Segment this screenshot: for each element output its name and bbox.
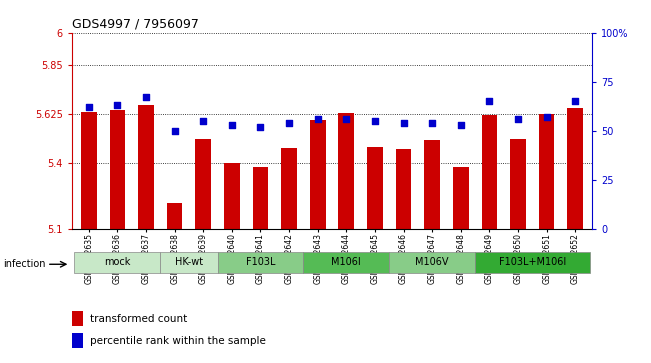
Bar [224, 163, 240, 229]
Bar [167, 203, 182, 229]
Point [169, 128, 180, 134]
Text: M106I: M106I [331, 257, 361, 267]
Point [513, 116, 523, 122]
Bar [195, 139, 211, 229]
FancyBboxPatch shape [74, 252, 160, 273]
Bar [253, 167, 268, 229]
Bar [339, 113, 354, 229]
Bar [310, 120, 326, 229]
Text: infection: infection [3, 259, 46, 269]
Bar [396, 149, 411, 229]
Bar [539, 114, 555, 229]
FancyBboxPatch shape [475, 252, 590, 273]
Point [484, 98, 495, 104]
Point [112, 102, 122, 108]
FancyBboxPatch shape [303, 252, 389, 273]
Point [284, 120, 294, 126]
Bar [510, 139, 526, 229]
Point [341, 116, 352, 122]
Point [427, 120, 437, 126]
Point [141, 94, 151, 100]
Bar [424, 140, 440, 229]
Bar [568, 108, 583, 229]
Point [83, 104, 94, 110]
Point [312, 116, 323, 122]
Point [398, 120, 409, 126]
Bar [81, 112, 96, 229]
FancyBboxPatch shape [217, 252, 303, 273]
Bar [138, 105, 154, 229]
Bar [72, 333, 83, 348]
Bar [281, 148, 297, 229]
Text: HK-wt: HK-wt [175, 257, 203, 267]
Text: transformed count: transformed count [90, 314, 187, 323]
Bar [482, 115, 497, 229]
Point [198, 118, 208, 124]
Text: percentile rank within the sample: percentile rank within the sample [90, 336, 266, 346]
Bar [72, 311, 83, 326]
Text: F103L+M106I: F103L+M106I [499, 257, 566, 267]
Text: mock: mock [104, 257, 131, 267]
Text: GDS4997 / 7956097: GDS4997 / 7956097 [72, 17, 199, 30]
Point [227, 122, 237, 128]
Point [456, 122, 466, 128]
Point [255, 124, 266, 130]
FancyBboxPatch shape [160, 252, 217, 273]
Point [370, 118, 380, 124]
Text: M106V: M106V [415, 257, 449, 267]
FancyBboxPatch shape [389, 252, 475, 273]
Point [542, 114, 552, 120]
Point [570, 98, 581, 104]
Bar [453, 167, 469, 229]
Bar [367, 147, 383, 229]
Bar [109, 110, 125, 229]
Text: F103L: F103L [245, 257, 275, 267]
